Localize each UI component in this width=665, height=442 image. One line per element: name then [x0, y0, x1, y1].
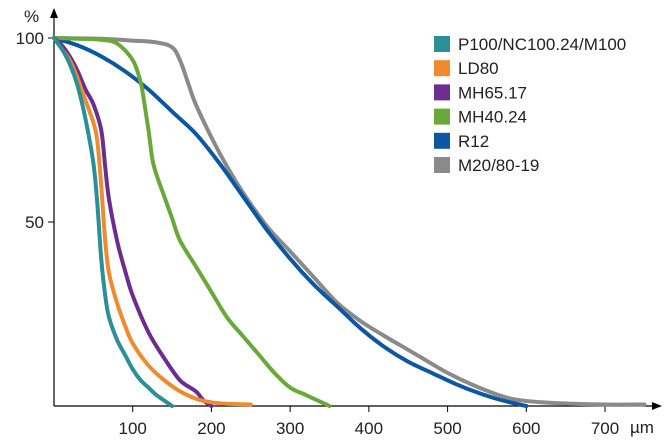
legend-label-mh40-24: MH40.24: [458, 108, 527, 127]
legend-label-ld80: LD80: [458, 59, 499, 78]
y-axis-label: %: [24, 7, 39, 26]
x-tick-label: 700: [591, 419, 619, 438]
series-line-ld80: [52, 36, 253, 407]
axis-ticks: 100 200 300 400 500 600 700 50 100: [16, 29, 620, 438]
legend-swatch-r12: [434, 132, 450, 149]
legend-swatch-mh65-17: [434, 84, 450, 101]
legend-label-p100-nc100-24-m100: P100/NC100.24/M100: [458, 35, 626, 54]
x-tick-label: 600: [512, 419, 540, 438]
series-line-mh40-24: [52, 36, 332, 408]
legend-label-mh65-17: MH65.17: [458, 83, 527, 102]
x-tick-label: 100: [119, 419, 147, 438]
x-tick-label: 200: [197, 419, 225, 438]
y-axis-arrow-icon: [50, 8, 58, 18]
x-tick-label: 500: [433, 419, 461, 438]
legend-swatch-m20-80-19: [434, 157, 450, 173]
legend-swatch-p100-nc100-24-m100: [434, 36, 450, 52]
x-axis-label: µm: [630, 418, 654, 437]
legend: P100/NC100.24/M100 LD80 MH65.17 MH40.24 R12 M…: [434, 35, 626, 175]
legend-swatch-ld80: [434, 60, 450, 77]
x-tick-label: 400: [355, 419, 383, 438]
series-line-p100-nc100-24-m100: [52, 36, 175, 408]
series-line-m20-80-19: [52, 36, 647, 407]
legend-swatch-mh40-24: [434, 108, 450, 125]
x-axis-arrow-icon: [652, 402, 662, 410]
y-tick-label: 50: [25, 213, 44, 232]
legend-label-r12: R12: [458, 132, 489, 151]
series-lines: [52, 36, 647, 408]
series-line-r12: [52, 36, 529, 408]
y-tick-label: 100: [16, 29, 44, 48]
legend-label-m20-80-19: M20/80-19: [458, 156, 539, 175]
series-line-mh65-17: [52, 36, 214, 408]
x-tick-label: 300: [276, 419, 304, 438]
